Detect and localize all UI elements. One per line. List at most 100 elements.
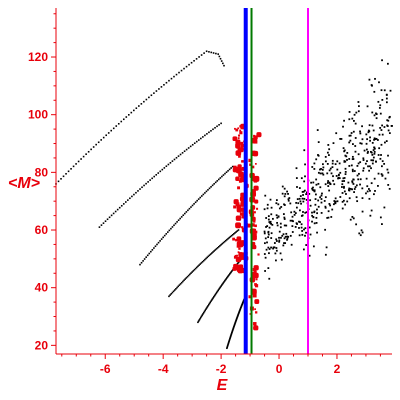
data-point <box>252 293 257 298</box>
data-point <box>90 148 92 151</box>
data-point <box>328 189 331 192</box>
y-tick-label: 60 <box>35 223 49 237</box>
data-point <box>185 211 188 213</box>
data-point <box>368 78 371 81</box>
data-point <box>200 316 202 319</box>
data-point <box>158 88 160 90</box>
data-point <box>236 204 242 210</box>
data-point <box>313 222 316 225</box>
data-point <box>300 202 302 205</box>
data-point <box>305 231 307 234</box>
data-point <box>336 200 339 203</box>
data-point <box>369 136 371 139</box>
data-point <box>305 193 308 196</box>
data-point <box>211 184 214 187</box>
data-point <box>387 129 390 132</box>
data-point <box>330 216 333 218</box>
data-point <box>223 280 226 282</box>
data-point <box>369 139 371 142</box>
data-point <box>171 160 174 162</box>
data-point <box>169 161 172 164</box>
data-point <box>341 183 344 186</box>
x-axis-title: E <box>217 377 229 394</box>
data-point <box>351 180 354 183</box>
data-point <box>264 270 266 272</box>
data-point <box>104 220 107 223</box>
data-point <box>215 291 218 294</box>
data-point <box>114 210 117 213</box>
data-point <box>199 317 201 320</box>
data-point <box>227 342 230 345</box>
data-point <box>358 232 361 235</box>
data-point <box>333 200 336 202</box>
data-point <box>151 177 153 180</box>
data-point <box>329 167 332 170</box>
data-point <box>235 150 242 156</box>
data-point <box>133 193 135 196</box>
data-point <box>213 250 215 252</box>
data-point <box>233 233 235 235</box>
data-point <box>324 196 327 199</box>
data-point <box>283 224 286 227</box>
data-point <box>270 222 273 225</box>
data-point <box>142 260 144 262</box>
data-point <box>298 227 300 229</box>
data-point <box>345 193 347 195</box>
data-point <box>333 183 336 186</box>
data-point <box>189 145 192 148</box>
data-point <box>328 154 330 156</box>
data-point <box>327 185 330 187</box>
data-point <box>212 251 214 253</box>
data-point <box>254 224 257 228</box>
data-point <box>334 163 337 166</box>
data-point <box>168 295 170 298</box>
data-point <box>314 193 317 196</box>
data-point <box>180 281 183 284</box>
data-point <box>231 270 233 272</box>
data-point <box>346 159 348 161</box>
data-point <box>206 256 208 259</box>
data-point <box>110 214 113 217</box>
data-point <box>348 118 351 121</box>
data-point <box>302 248 305 251</box>
data-point <box>252 150 259 157</box>
data-point <box>388 132 391 135</box>
data-point <box>308 254 311 257</box>
data-point <box>207 255 210 258</box>
data-point <box>298 234 301 237</box>
data-point <box>275 240 278 242</box>
data-point <box>365 192 367 195</box>
data-point <box>288 197 291 199</box>
data-point <box>348 187 351 190</box>
data-point <box>327 144 330 146</box>
data-point <box>277 215 280 218</box>
data-point <box>302 200 305 203</box>
data-point <box>357 178 360 181</box>
data-point <box>168 79 170 82</box>
data-point <box>223 281 225 283</box>
data-point <box>183 67 185 70</box>
data-point <box>170 227 172 230</box>
data-point <box>226 346 228 349</box>
data-point <box>118 206 121 209</box>
data-point <box>294 226 297 228</box>
data-point <box>237 251 240 254</box>
data-point <box>344 203 347 206</box>
data-point <box>370 151 373 154</box>
data-point <box>373 152 376 155</box>
data-point <box>339 196 342 198</box>
data-point <box>204 192 206 194</box>
data-point <box>175 73 178 76</box>
data-point <box>304 163 306 166</box>
data-point <box>275 202 278 205</box>
data-point <box>293 213 296 216</box>
data-point <box>349 187 352 190</box>
data-point <box>133 109 135 112</box>
data-point <box>361 210 364 213</box>
data-point <box>207 304 209 307</box>
data-point <box>365 148 368 151</box>
data-point <box>209 253 212 255</box>
data-point <box>183 279 185 282</box>
data-point <box>273 246 276 249</box>
data-point <box>236 254 238 257</box>
